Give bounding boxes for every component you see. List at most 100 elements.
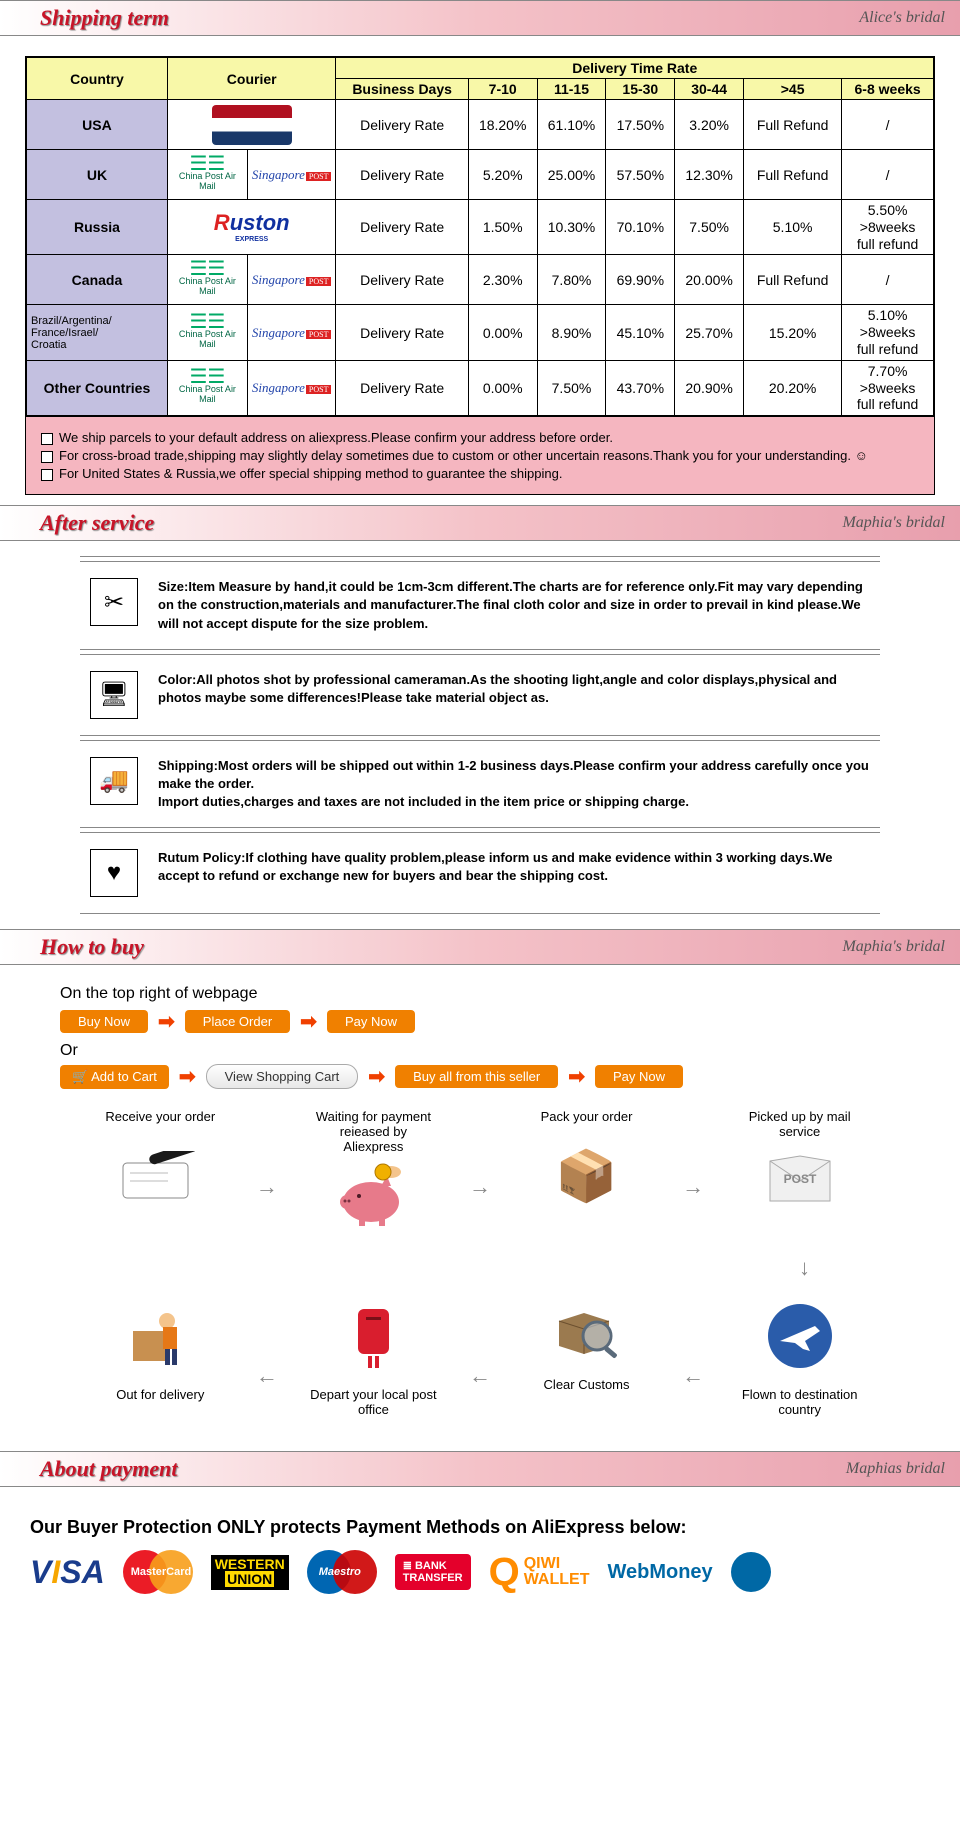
rate-cell: Full Refund [744,100,842,150]
rate-cell: 3.20% [675,100,744,150]
country-cell: Canada [26,255,167,305]
service-icon: 🚚 [90,757,138,805]
rate-cell: / [842,255,934,305]
th-col-0: Business Days [336,79,468,100]
arrow-icon: → [469,1174,491,1200]
rate-cell: / [842,100,934,150]
courier-cell: ePacket [167,100,336,150]
service-item: 🖥Color:All photos shot by professional c… [80,659,880,731]
arrow-icon: ← [256,1363,278,1389]
service-icon: ✂ [90,578,138,626]
chinapost-icon: China Post Air Mail [172,370,243,404]
th-col-2: 11-15 [537,79,606,100]
service-item: ✂Size:Item Measure by hand,it could be 1… [80,566,880,645]
howto-header: How to buy Maphia's bridal [0,929,960,965]
rate-cell: 5.10% [744,200,842,255]
rate-cell: 5.50% >8weeks full refund [842,200,934,255]
rate-cell: 7.50% [537,360,606,416]
visa-icon: VISA [30,1554,105,1591]
country-cell: Other Countries [26,360,167,416]
rate-cell: 61.10% [537,100,606,150]
rate-cell: 7.50% [675,200,744,255]
payment-title: About payment [40,1456,178,1482]
service-text: Rutum Policy:If clothing have quality pr… [158,849,870,885]
shipping-notes: We ship parcels to your default address … [25,417,935,495]
rate-cell: 1.50% [468,200,537,255]
country-cell: Brazil/Argentina/ France/Israel/ Croatia [26,305,167,360]
arrow-icon: → [682,1174,704,1200]
globe-icon [731,1552,771,1592]
rate-cell: 5.20% [468,150,537,200]
rate-cell: 43.70% [606,360,675,416]
shipping-table-container: Country Courier Delivery Time Rate Busin… [0,46,960,505]
webmoney-icon: WebMoney [607,1561,712,1584]
shipping-title: Shipping term [40,5,169,31]
th-col-1: 7-10 [468,79,537,100]
divider [80,827,880,828]
ship-note: We ship parcels to your default address … [41,430,919,445]
courier-cell: China Post Air Mail [167,150,247,200]
process-step: Waiting for payment reieased by Aliexpre… [308,1109,438,1235]
service-icon: 🖥 [90,671,138,719]
service-text: Shipping:Most orders will be shipped out… [158,757,870,812]
rate-cell: 69.90% [606,255,675,305]
rate-cell: 20.90% [675,360,744,416]
rate-cell: Full Refund [744,255,842,305]
arrow-down-icon: ↓ [60,1255,900,1281]
th-courier: Courier [167,57,336,100]
process-label: Receive your order [95,1109,225,1143]
divider [80,654,880,655]
process-icon [95,1301,225,1379]
place-order-button[interactable]: Place Order [185,1010,290,1033]
process-step: Depart your local post office [308,1301,438,1421]
howto-intro: On the top right of webpage [60,985,900,1003]
payment-block: Our Buyer Protection ONLY protects Payme… [0,1497,960,1614]
process-label: Flown to destination country [735,1387,865,1421]
singapore-post-icon: Singapore [252,380,332,396]
arrow-icon: → [256,1174,278,1200]
add-to-cart-button[interactable]: Add to Cart [60,1065,169,1089]
mastercard-icon: MasterCard [123,1550,193,1594]
after-brand: Maphia's bridal [842,514,945,532]
service-item: 🚚 Shipping:Most orders will be shipped ou… [80,745,880,824]
buy-flow-row-2: Add to Cart ➡ View Shopping Cart ➡ Buy a… [60,1064,900,1089]
shipping-header: Shipping term Alice's bridal [0,0,960,36]
process-row-top: Receive your order → Waiting for payment r… [60,1109,900,1235]
after-title: After service [40,510,154,536]
shipping-table: Country Courier Delivery Time Rate Busin… [25,56,935,417]
arrow-icon: ← [682,1363,704,1389]
buy-now-button[interactable]: Buy Now [60,1010,148,1033]
rate-cell: 0.00% [468,305,537,360]
th-col-6: 6-8 weeks [842,79,934,100]
payment-methods-row: VISA MasterCard WESTERNUNION Maestro BAN… [30,1550,930,1594]
rate-cell: 7.70% >8weeks full refund [842,360,934,416]
bank-transfer-icon: BANKTRANSFER [395,1554,471,1590]
howto-title: How to buy [40,934,144,960]
rate-cell: 5.10% >8weeks full refund [842,305,934,360]
qiwi-icon: QIWIWALLET [489,1552,590,1592]
rate-cell: 45.10% [606,305,675,360]
rate-cell: 18.20% [468,100,537,150]
buy-all-button[interactable]: Buy all from this seller [395,1065,558,1088]
view-cart-button[interactable]: View Shopping Cart [206,1064,359,1089]
ruston-icon: ustonEXPRESS [214,210,290,243]
pay-now-button[interactable]: Pay Now [595,1065,683,1088]
shipping-brand: Alice's bridal [859,9,945,27]
courier-cell: Singapore [247,255,336,305]
process-label: Depart your local post office [308,1387,438,1421]
or-label: Or [60,1042,900,1060]
divider [80,913,880,914]
rate-cell: 7.80% [537,255,606,305]
rate-cell: 0.00% [468,360,537,416]
singapore-post-icon: Singapore [252,167,332,183]
process-step: Receive your order [95,1109,225,1214]
divider [80,735,880,736]
process-label: Picked up by mail service [735,1109,865,1143]
pay-now-button[interactable]: Pay Now [327,1010,415,1033]
country-cell: Russia [26,200,167,255]
arrow-icon: ➡ [179,1064,196,1089]
ship-note: For cross-broad trade,shipping may sligh… [41,448,919,463]
rate-cell: 17.50% [606,100,675,150]
payment-header: About payment Maphias bridal [0,1451,960,1487]
rate-cell: 2.30% [468,255,537,305]
